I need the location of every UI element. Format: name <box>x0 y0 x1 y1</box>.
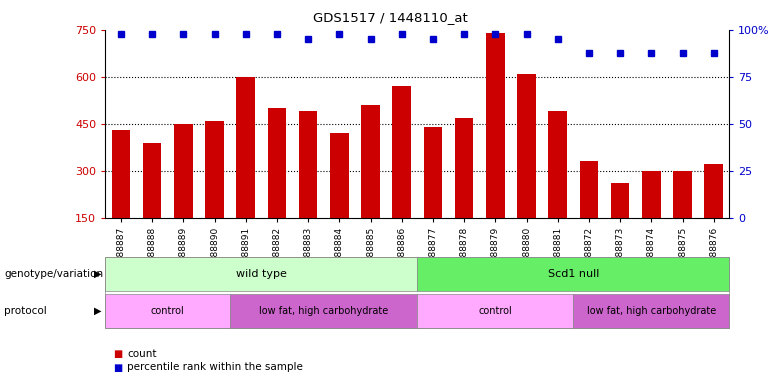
Text: low fat, high carbohydrate: low fat, high carbohydrate <box>587 306 716 316</box>
Bar <box>642 171 661 217</box>
Bar <box>424 127 442 218</box>
Text: control: control <box>151 306 185 316</box>
Bar <box>548 111 567 218</box>
Bar <box>580 161 598 218</box>
Bar <box>486 33 505 218</box>
Bar <box>704 164 723 218</box>
Bar <box>361 105 380 218</box>
Bar <box>299 111 317 218</box>
Text: GDS1517 / 1448110_at: GDS1517 / 1448110_at <box>313 11 467 24</box>
Text: protocol: protocol <box>4 306 47 316</box>
Bar <box>174 124 193 218</box>
Text: percentile rank within the sample: percentile rank within the sample <box>127 363 303 372</box>
Text: Scd1 null: Scd1 null <box>548 269 599 279</box>
Text: wild type: wild type <box>236 269 287 279</box>
Text: genotype/variation: genotype/variation <box>4 269 103 279</box>
Bar <box>455 117 473 218</box>
Text: control: control <box>478 306 512 316</box>
Bar <box>611 183 629 218</box>
Text: low fat, high carbohydrate: low fat, high carbohydrate <box>259 306 388 316</box>
Bar <box>673 171 692 217</box>
Text: count: count <box>127 350 157 359</box>
Bar <box>205 121 224 218</box>
Text: ■: ■ <box>113 350 122 359</box>
Bar <box>268 108 286 218</box>
Bar <box>236 77 255 218</box>
Text: ■: ■ <box>113 363 122 372</box>
Text: ▶: ▶ <box>94 269 101 279</box>
Bar <box>143 142 161 218</box>
Bar <box>330 133 349 218</box>
Bar <box>392 86 411 218</box>
Bar <box>112 130 130 218</box>
Bar <box>517 74 536 217</box>
Text: ▶: ▶ <box>94 306 101 316</box>
